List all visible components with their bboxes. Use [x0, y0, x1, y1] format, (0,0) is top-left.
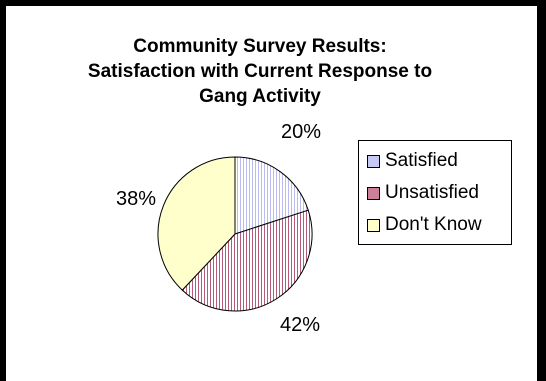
- slice-label-dont-know: 38%: [116, 188, 156, 210]
- chart-title-line-2: Satisfaction with Current Response to: [87, 61, 433, 82]
- legend-swatch-unsatisfied: [367, 186, 380, 200]
- pie-slice-satisfied: [234, 156, 309, 235]
- legend-item-dont-know: Don't Know: [367, 212, 482, 238]
- legend-swatch-dont-know: [367, 218, 380, 232]
- legend: Satisfied Unsatisfied Don't Know: [358, 140, 512, 245]
- legend-label-dont-know: Don't Know: [385, 214, 482, 235]
- pie-slice-unsatisfied: [181, 209, 313, 312]
- legend-label-unsatisfied: Unsatisfied: [385, 182, 479, 203]
- chart-title: Community Survey Results: Satisfaction w…: [60, 34, 460, 109]
- chart-title-line-1: Community Survey Results:: [133, 36, 387, 57]
- slice-label-unsatisfied: 42%: [280, 314, 320, 336]
- legend-item-unsatisfied: Unsatisfied: [367, 180, 479, 206]
- pie-slice-dont-know: [157, 156, 236, 291]
- legend-item-satisfied: Satisfied: [367, 148, 458, 174]
- legend-label-satisfied: Satisfied: [385, 150, 458, 171]
- chart-title-line-3: Gang Activity: [199, 86, 321, 107]
- legend-swatch-satisfied: [367, 154, 380, 168]
- slice-label-satisfied: 20%: [281, 121, 321, 143]
